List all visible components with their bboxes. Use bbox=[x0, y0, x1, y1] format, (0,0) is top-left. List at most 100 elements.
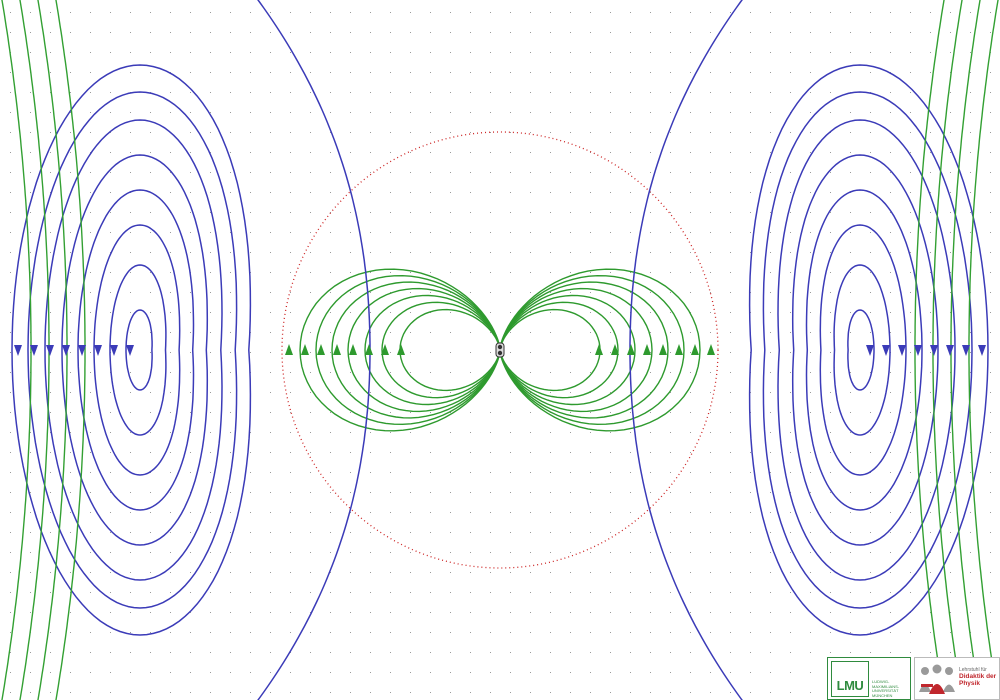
grid-dot bbox=[290, 612, 291, 613]
grid-dot bbox=[110, 152, 111, 153]
grid-dot bbox=[390, 372, 391, 373]
grid-dot bbox=[830, 532, 831, 533]
grid-dot bbox=[950, 512, 951, 513]
grid-dot bbox=[470, 652, 471, 653]
grid-dot bbox=[370, 92, 371, 93]
grid-dot bbox=[10, 352, 11, 353]
grid-dot bbox=[150, 252, 151, 253]
grid-dot bbox=[150, 532, 151, 533]
grid-dot bbox=[450, 32, 451, 33]
grid-dot bbox=[890, 332, 891, 333]
grid-dot bbox=[750, 572, 751, 573]
grid-dot bbox=[370, 632, 371, 633]
grid-dot bbox=[570, 412, 571, 413]
grid-dot bbox=[430, 552, 431, 553]
arrow-down-icon bbox=[930, 345, 938, 356]
grid-dot bbox=[630, 672, 631, 673]
grid-dot bbox=[990, 192, 991, 193]
grid-dot bbox=[770, 172, 771, 173]
grid-dot bbox=[770, 32, 771, 33]
grid-dot bbox=[450, 172, 451, 173]
grid-dot bbox=[670, 332, 671, 333]
grid-dot bbox=[470, 532, 471, 533]
grid-dot bbox=[290, 132, 291, 133]
grid-dot bbox=[190, 152, 191, 153]
grid-dot bbox=[910, 572, 911, 573]
grid-dot bbox=[630, 92, 631, 93]
grid-dot bbox=[950, 292, 951, 293]
grid-dot bbox=[150, 392, 151, 393]
grid-dot bbox=[270, 452, 271, 453]
grid-dot bbox=[510, 132, 511, 133]
grid-dot bbox=[470, 612, 471, 613]
grid-dot bbox=[390, 592, 391, 593]
grid-dot bbox=[210, 52, 211, 53]
grid-dot bbox=[450, 452, 451, 453]
arrow-down-icon bbox=[898, 345, 906, 356]
grid-dot bbox=[730, 172, 731, 173]
grid-dot bbox=[10, 372, 11, 373]
grid-dot bbox=[90, 632, 91, 633]
grid-dot bbox=[390, 112, 391, 113]
grid-dot bbox=[370, 52, 371, 53]
grid-dot bbox=[790, 612, 791, 613]
grid-dot bbox=[410, 92, 411, 93]
grid-dot bbox=[110, 572, 111, 573]
grid-dot bbox=[810, 632, 811, 633]
grid-dot bbox=[170, 292, 171, 293]
grid-dot bbox=[210, 232, 211, 233]
grid-dot bbox=[930, 232, 931, 233]
grid-dot bbox=[970, 592, 971, 593]
grid-dot bbox=[310, 152, 311, 153]
grid-dot bbox=[450, 532, 451, 533]
grid-dot bbox=[390, 352, 391, 353]
grid-dot bbox=[690, 512, 691, 513]
grid-dot bbox=[350, 372, 351, 373]
grid-dot bbox=[70, 472, 71, 473]
grid-dot bbox=[190, 192, 191, 193]
grid-dot bbox=[10, 272, 11, 273]
grid-dot bbox=[770, 692, 771, 693]
grid-dot bbox=[350, 12, 351, 13]
grid-dot bbox=[210, 72, 211, 73]
grid-dot bbox=[270, 232, 271, 233]
grid-dot bbox=[270, 192, 271, 193]
grid-dot bbox=[790, 312, 791, 313]
grid-dot bbox=[470, 492, 471, 493]
grid-dot bbox=[670, 172, 671, 173]
grid-dot bbox=[450, 632, 451, 633]
grid-dot bbox=[850, 512, 851, 513]
grid-dot bbox=[30, 512, 31, 513]
grid-dot bbox=[450, 472, 451, 473]
grid-dot bbox=[350, 572, 351, 573]
arrow-up-icon bbox=[285, 344, 293, 355]
grid-dot bbox=[930, 312, 931, 313]
grid-dot bbox=[290, 672, 291, 673]
grid-dot bbox=[510, 492, 511, 493]
grid-dot bbox=[950, 212, 951, 213]
field-loop bbox=[778, 120, 955, 580]
grid-dot bbox=[90, 52, 91, 53]
field-line bbox=[332, 282, 500, 418]
grid-dot bbox=[690, 272, 691, 273]
grid-dot bbox=[570, 492, 571, 493]
grid-dot bbox=[630, 12, 631, 13]
grid-dot bbox=[930, 352, 931, 353]
grid-dot bbox=[430, 672, 431, 673]
grid-dot bbox=[70, 292, 71, 293]
grid-dot bbox=[990, 592, 991, 593]
grid-dot bbox=[250, 652, 251, 653]
grid-dot bbox=[50, 232, 51, 233]
grid-dot bbox=[290, 52, 291, 53]
grid-dot bbox=[530, 292, 531, 293]
grid-dot bbox=[930, 572, 931, 573]
grid-dot bbox=[10, 652, 11, 653]
grid-dot bbox=[250, 552, 251, 553]
grid-dot bbox=[550, 192, 551, 193]
grid-dot bbox=[390, 72, 391, 73]
grid-dot bbox=[270, 152, 271, 153]
grid-dot bbox=[170, 492, 171, 493]
grid-dot bbox=[730, 632, 731, 633]
grid-dot bbox=[850, 152, 851, 153]
grid-dot bbox=[650, 472, 651, 473]
